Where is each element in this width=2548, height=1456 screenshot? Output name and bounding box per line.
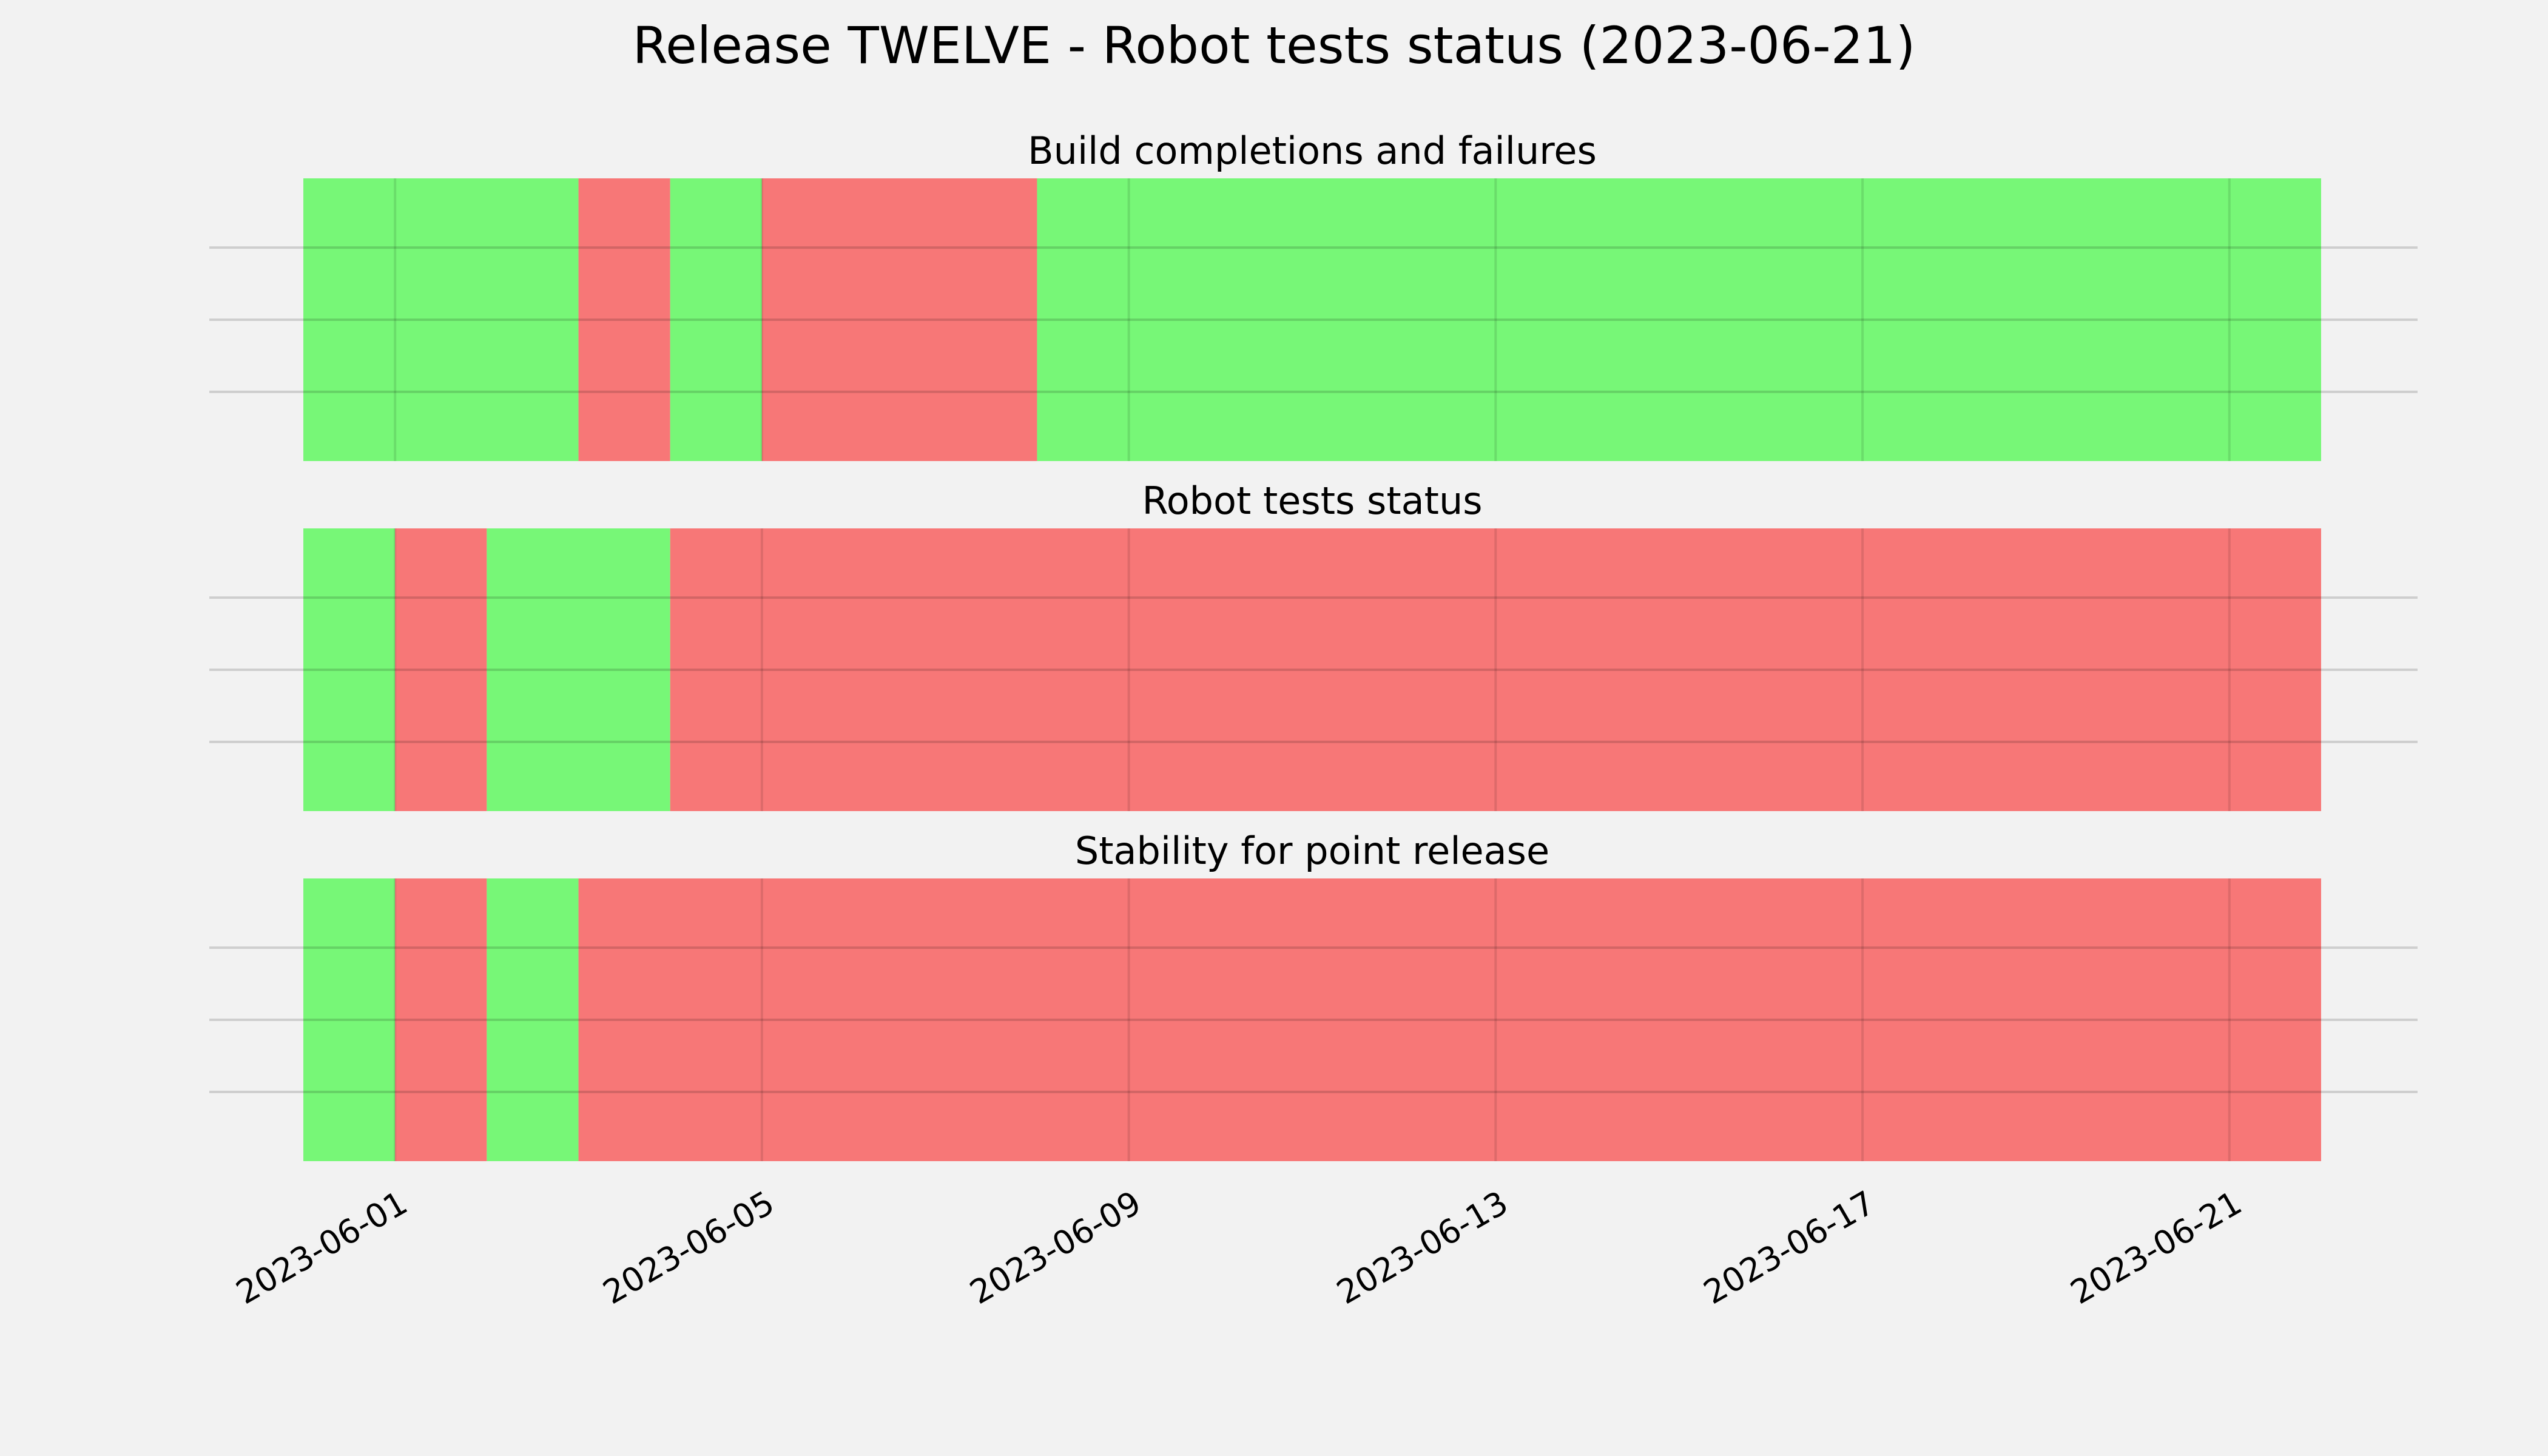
segment-pass <box>303 528 396 811</box>
panel-title: Stability for point release <box>1075 829 1549 873</box>
panel-title: Build completions and failures <box>1028 129 1597 173</box>
chart-title: Release TWELVE - Robot tests status (202… <box>633 16 1916 75</box>
segment-fail <box>670 528 2321 811</box>
panel-3: Stability for point release <box>209 829 2418 1161</box>
panels: Build completions and failures Robot test… <box>209 129 2418 1161</box>
segment-fail <box>761 178 1037 461</box>
segment-fail <box>395 878 487 1161</box>
panel-2: Robot tests status <box>209 479 2418 811</box>
segment-fail <box>578 878 2322 1161</box>
segment-pass <box>487 878 579 1161</box>
segment-fail <box>395 528 487 811</box>
segment-pass <box>670 178 762 461</box>
segment-fail <box>578 178 670 461</box>
segment-pass <box>303 178 579 461</box>
segment-pass <box>303 878 396 1161</box>
segment-pass <box>1037 178 2321 461</box>
panel-1: Build completions and failures <box>209 129 2418 461</box>
panel-title: Robot tests status <box>1142 479 1482 523</box>
segment-pass <box>487 528 670 811</box>
